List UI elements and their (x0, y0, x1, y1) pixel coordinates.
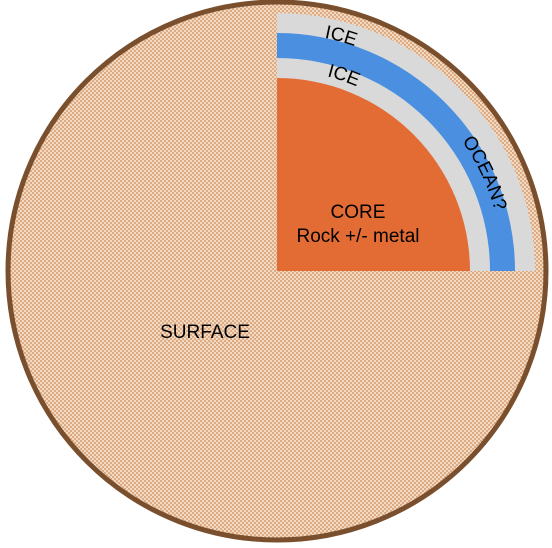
core-layer (277, 78, 470, 271)
core-subtitle-label: Rock +/- metal (296, 226, 419, 247)
surface-label: SURFACE (160, 322, 250, 343)
core-title-label: CORE (331, 202, 386, 223)
